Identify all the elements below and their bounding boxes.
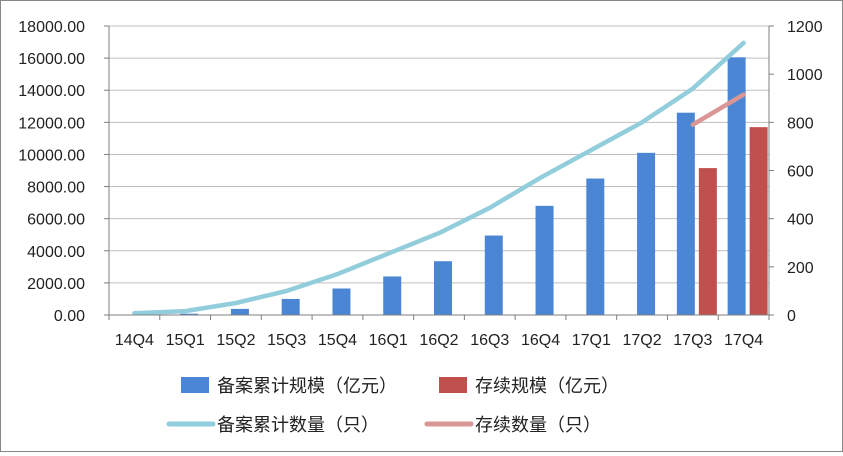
bar	[535, 205, 554, 315]
right-tick-label: 200	[787, 260, 814, 277]
series-line	[132, 40, 746, 316]
left-tick-label: 4000.00	[27, 244, 85, 261]
left-tick-label: 6000.00	[27, 212, 85, 229]
legend-swatch	[181, 377, 209, 393]
left-tick-label: 16000.00	[18, 51, 85, 68]
x-tick-label: 16Q2	[419, 332, 458, 349]
x-tick-label: 15Q1	[166, 332, 205, 349]
left-tick-label: 18000.00	[18, 19, 85, 36]
left-axis-ticks: 0.00 2000.00 4000.00 6000.00 8000.00 10000.00…	[18, 19, 85, 325]
right-axis-ticks: 0 200 400 600 800 1000 1200	[787, 19, 823, 325]
bar	[383, 276, 402, 315]
bar	[727, 57, 746, 315]
x-tick-label: 16Q4	[521, 332, 560, 349]
gridlines	[109, 25, 769, 284]
axes	[104, 25, 774, 320]
bar	[230, 308, 249, 315]
left-tick-label: 14000.00	[18, 83, 85, 100]
left-tick-label: 2000.00	[27, 276, 85, 293]
x-tick-label: 14Q4	[115, 332, 154, 349]
legend-swatch	[439, 377, 467, 393]
bar	[749, 127, 768, 316]
right-tick-label: 800	[787, 115, 814, 132]
right-tick-label: 1200	[787, 19, 823, 36]
left-tick-label: 8000.00	[27, 180, 85, 197]
bar-layer	[180, 57, 768, 316]
left-tick-label: 10000.00	[18, 147, 85, 164]
x-tick-label: 16Q1	[369, 332, 408, 349]
x-tick-label: 15Q4	[318, 332, 357, 349]
x-axis-ticks: 14Q4 15Q1 15Q2 15Q3 15Q4 16Q1 16Q2 16Q3 16Q4 17Q1…	[115, 332, 763, 349]
bar	[484, 235, 503, 315]
right-tick-label: 1000	[787, 67, 823, 84]
x-tick-label: 17Q2	[623, 332, 662, 349]
x-tick-label: 17Q3	[673, 332, 712, 349]
legend-label: 备案累计数量（只）	[217, 415, 379, 435]
bar	[676, 112, 695, 315]
right-tick-label: 400	[787, 212, 814, 229]
series-line	[690, 92, 746, 127]
legend-label: 存续规模（亿元）	[475, 376, 619, 396]
legend: 备案累计规模（亿元） 存续规模（亿元） 备案累计数量（只） 存续数量（只）	[166, 376, 619, 435]
bar	[180, 313, 199, 315]
left-tick-label: 0.00	[54, 308, 85, 325]
bar	[586, 178, 605, 315]
right-tick-label: 600	[787, 164, 814, 181]
left-tick-label: 12000.00	[18, 115, 85, 132]
bar	[281, 298, 300, 315]
bar	[698, 168, 717, 315]
x-tick-label: 17Q1	[572, 332, 611, 349]
x-tick-label: 16Q3	[470, 332, 509, 349]
right-tick-label: 0	[787, 308, 796, 325]
bar	[332, 288, 351, 315]
line-layer	[132, 40, 746, 316]
x-tick-label: 15Q2	[216, 332, 255, 349]
bar	[434, 261, 452, 315]
legend-label: 备案累计规模（亿元）	[217, 376, 397, 396]
x-tick-label: 17Q4	[724, 332, 763, 349]
bar	[637, 152, 656, 315]
legend-label: 存续数量（只）	[475, 415, 601, 435]
x-tick-label: 15Q3	[267, 332, 306, 349]
